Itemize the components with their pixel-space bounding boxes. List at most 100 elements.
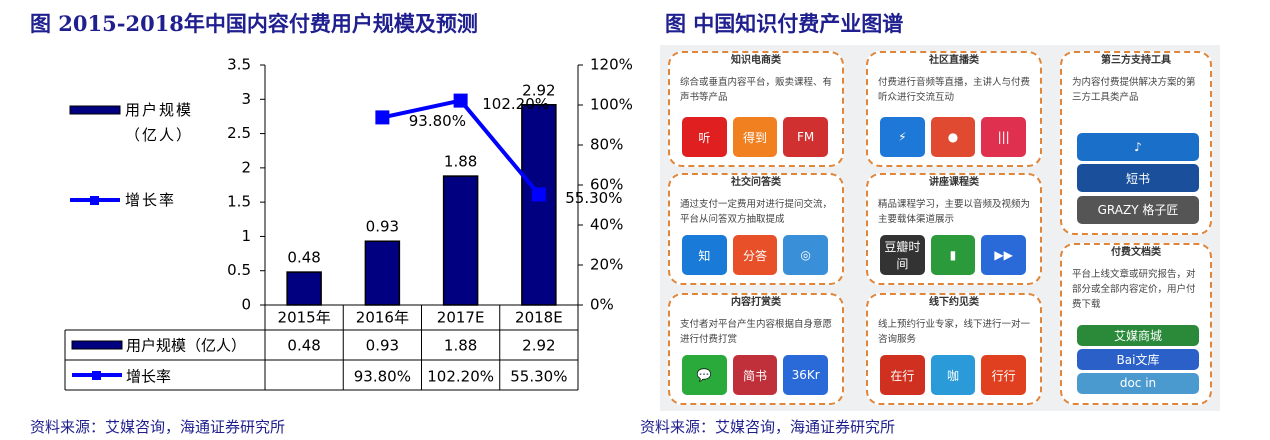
logo: FM [783, 117, 828, 157]
y2-tick-label: 120% [590, 56, 633, 74]
logo: 豆瓣时间 [880, 235, 925, 275]
marker [453, 93, 468, 108]
group-title: 社交问答类 [731, 177, 781, 188]
group-box: 付费文档类平台上线文章或研究报告，对部分或全部内容定价，用户付费下载艾媒商城 Ba… [1060, 243, 1212, 405]
group-text: 支付者对平台产生内容根据自身意愿进行付费打赏 [680, 319, 833, 345]
y-tick-label: 3.5 [227, 56, 251, 74]
table-cell: 0.93 [366, 337, 399, 355]
chart: 0 0.5 1 1.5 2 2.5 3 3.5 0% 20% 40% 60% 80% 100% 120% 用户… [64, 56, 633, 391]
logo: 咖 [930, 355, 976, 395]
marker [375, 110, 390, 125]
table-cell: 93.80% [354, 368, 411, 386]
table-row-label: 用户规模（亿人） [126, 337, 246, 355]
logo: 分答 [732, 235, 778, 275]
group-title: 讲座课程类 [929, 177, 979, 188]
group-box: 社交问答类通过支付一定费用对进行提问交流，平台从问答双方抽取提成知分答 ◎ [668, 173, 844, 285]
logo: 听 [682, 117, 727, 157]
logo: 💬 [682, 355, 727, 395]
x-tick-label: 2015年 [278, 309, 331, 327]
y-tick-label: 2 [241, 158, 251, 176]
table-cell: 0.48 [287, 337, 320, 355]
group-text: 线上预约行业专家，线下进行一对一咨询服务 [878, 319, 1031, 345]
y-tick-label: 0.5 [227, 261, 251, 279]
logo: ▶▶ [981, 235, 1026, 275]
bar-label: 2.92 [522, 81, 555, 99]
group-text: 付费进行音频等直播，主讲人与付费听众进行交流互动 [878, 77, 1031, 103]
logo: 简书 [732, 355, 778, 395]
group-title: 知识电商类 [731, 55, 781, 66]
x-tick-label: 2017E [437, 309, 485, 327]
group-text: 平台上线文章或研究报告，对部分或全部内容定价，用户付费下载 [1072, 269, 1196, 310]
data-label: 102.20% [482, 95, 549, 113]
group-box: 第三方支持工具为内容付费提供解决方案的第三方工具类产品 ♪ 短书 GRAZY 格子匠 [1060, 51, 1212, 235]
source: 资料来源：艾媒咨询，海通证券研究所 [30, 418, 286, 436]
legend-label: 用户规模（亿人） [125, 101, 194, 144]
diagram: 知识电商类 综合或垂直内容平台，贩卖课程、有声书等产品听得到 FM 社区直播类 付费进行… [660, 45, 1220, 411]
bar-label: 0.48 [287, 249, 320, 267]
group-box: 讲座课程类精品课程学习，主要以音频及视频为主要载体渠道展示豆瓣时间 ▮ ▶▶ [866, 173, 1042, 285]
logo: ♪ [1077, 133, 1199, 161]
chart-title: 图 2015-2018年中国内容付费用户规模及预测 [30, 11, 478, 36]
group-box: 社区直播类付费进行音频等直播，主讲人与付费听众进行交流互动 ⚡ ● ||| [866, 51, 1042, 167]
logo: 行行 [981, 355, 1026, 395]
logo: 得到 [732, 117, 778, 157]
data-label: 55.30% [565, 189, 622, 207]
table-cell: 55.30% [510, 368, 567, 386]
y-tick-label: 1.5 [227, 193, 251, 211]
y2-tick-label: 40% [590, 216, 623, 234]
logo: ▮ [930, 235, 976, 275]
logo: 艾媒商城 [1077, 325, 1199, 346]
bar [364, 240, 401, 306]
y2-tick-label: 80% [590, 136, 623, 154]
group-text: 为内容付费提供解决方案的第三方工具类产品 [1072, 77, 1196, 103]
y-tick-label: 2.5 [227, 124, 251, 142]
logo: ⚡ [880, 117, 925, 157]
table-row-label: 增长率 [126, 368, 171, 386]
group-box: 线下约见类线上预约行业专家，线下进行一对一咨询服务在行咖行行 [866, 293, 1042, 405]
logo: GRAZY 格子匠 [1077, 195, 1199, 224]
group-title: 线下约见类 [929, 297, 979, 308]
source: 资料来源：艾媒咨询，海通证券研究所 [640, 418, 896, 436]
y-tick-label: 1 [241, 227, 251, 245]
legend-swatch [69, 105, 121, 115]
y2-tick-label: 20% [590, 256, 623, 274]
table-swatch [92, 371, 101, 380]
diagram-title: 图 中国知识付费产业图谱 [665, 11, 904, 36]
logo: 短书 [1077, 164, 1199, 193]
logo: Bai文库 [1077, 349, 1199, 370]
table-cell: 1.88 [444, 337, 477, 355]
bar-label: 1.88 [444, 153, 477, 171]
x-tick-label: 2016年 [356, 309, 409, 327]
logo: ||| [981, 117, 1026, 157]
marker [531, 187, 546, 202]
group-box: 内容打赏类 支付者对平台产生内容根据自身意愿进行付费打赏 💬 简书 36Kr [668, 293, 844, 405]
group-title: 社区直播类 [929, 55, 979, 66]
table-cell: 102.20% [427, 368, 494, 386]
group-box: 知识电商类综合或垂直内容平台，贩卖课程、有声书等产品听得到 FM [668, 51, 844, 167]
bar-label: 0.93 [366, 218, 399, 236]
logo: 在行 [880, 355, 925, 395]
logo: ◎ [783, 235, 828, 275]
y2-tick-label: 0% [590, 296, 614, 314]
bar [286, 271, 322, 306]
data-label: 93.80% [409, 112, 466, 130]
group-title: 付费文档类 [1111, 247, 1161, 258]
group-text: 通过支付一定费用对进行提问交流，平台从问答双方抽取提成 [680, 199, 833, 225]
y2-tick-label: 60% [590, 176, 623, 194]
group-title: 第三方支持工具 [1101, 55, 1171, 66]
bar [521, 104, 557, 306]
legend-swatch [90, 196, 99, 205]
table-cell: 2.92 [522, 337, 555, 355]
group-text: 综合或垂直内容平台，贩卖课程、有声书等产品 [680, 77, 833, 103]
bar [442, 175, 479, 306]
logo: doc in [1077, 373, 1199, 394]
group-title: 内容打赏类 [731, 297, 781, 308]
y-tick-label: 3 [241, 90, 251, 108]
logo: ● [930, 117, 976, 157]
logo: 知 [682, 235, 727, 275]
x-tick-label: 2018E [515, 309, 563, 327]
y2-tick-label: 100% [590, 96, 633, 114]
legend-label: 增长率 [125, 191, 177, 209]
group-text: 精品课程学习，主要以音频及视频为主要载体渠道展示 [878, 199, 1031, 225]
